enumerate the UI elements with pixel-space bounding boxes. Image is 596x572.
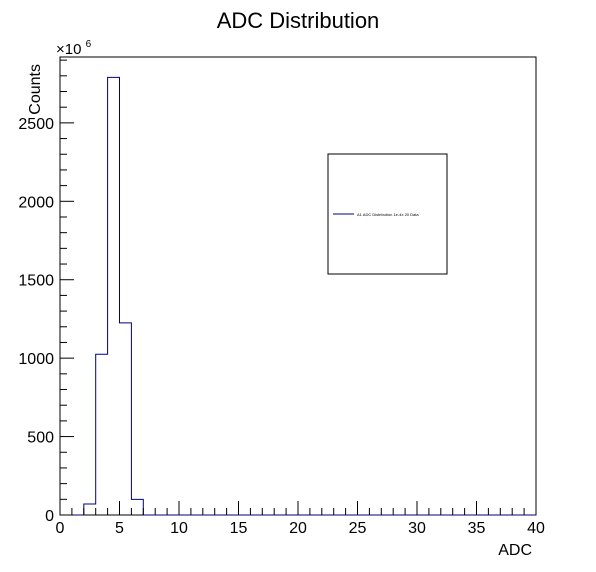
y-tick-label: 2000 [18, 194, 54, 211]
chart-title: ADC Distribution [217, 8, 380, 33]
x-tick-label: 40 [527, 520, 545, 537]
histogram-bin [96, 354, 108, 515]
x-tick-label: 15 [230, 520, 248, 537]
legend-entry: A1 ADC Distribution 1e-4x 20 Data [357, 212, 419, 217]
y-tick-label: 500 [27, 430, 54, 447]
histogram-bin [84, 504, 96, 515]
x-axis-label: ADC [498, 542, 532, 559]
x-tick-label: 20 [289, 520, 307, 537]
y-tick-label: 1500 [18, 273, 54, 290]
y-tick-label: 0 [45, 508, 54, 525]
x-tick-label: 5 [115, 520, 124, 537]
y-multiplier-label: ×10 6 [56, 39, 92, 58]
x-tick-label: 30 [408, 520, 426, 537]
x-tick-label: 0 [56, 520, 65, 537]
x-tick-label: 35 [468, 520, 486, 537]
histogram-bin [131, 499, 143, 515]
histogram-bin [108, 77, 120, 515]
histogram-outline [60, 76, 536, 516]
y-tick-label: 1000 [18, 351, 54, 368]
legend: A1 ADC Distribution 1e-4x 20 Data [327, 153, 448, 275]
histogram-bin [120, 323, 132, 515]
y-axis-label: Counts [27, 64, 44, 115]
y-tick-label: 2500 [18, 116, 54, 133]
x-tick-label: 10 [170, 520, 188, 537]
x-tick-label: 25 [349, 520, 367, 537]
